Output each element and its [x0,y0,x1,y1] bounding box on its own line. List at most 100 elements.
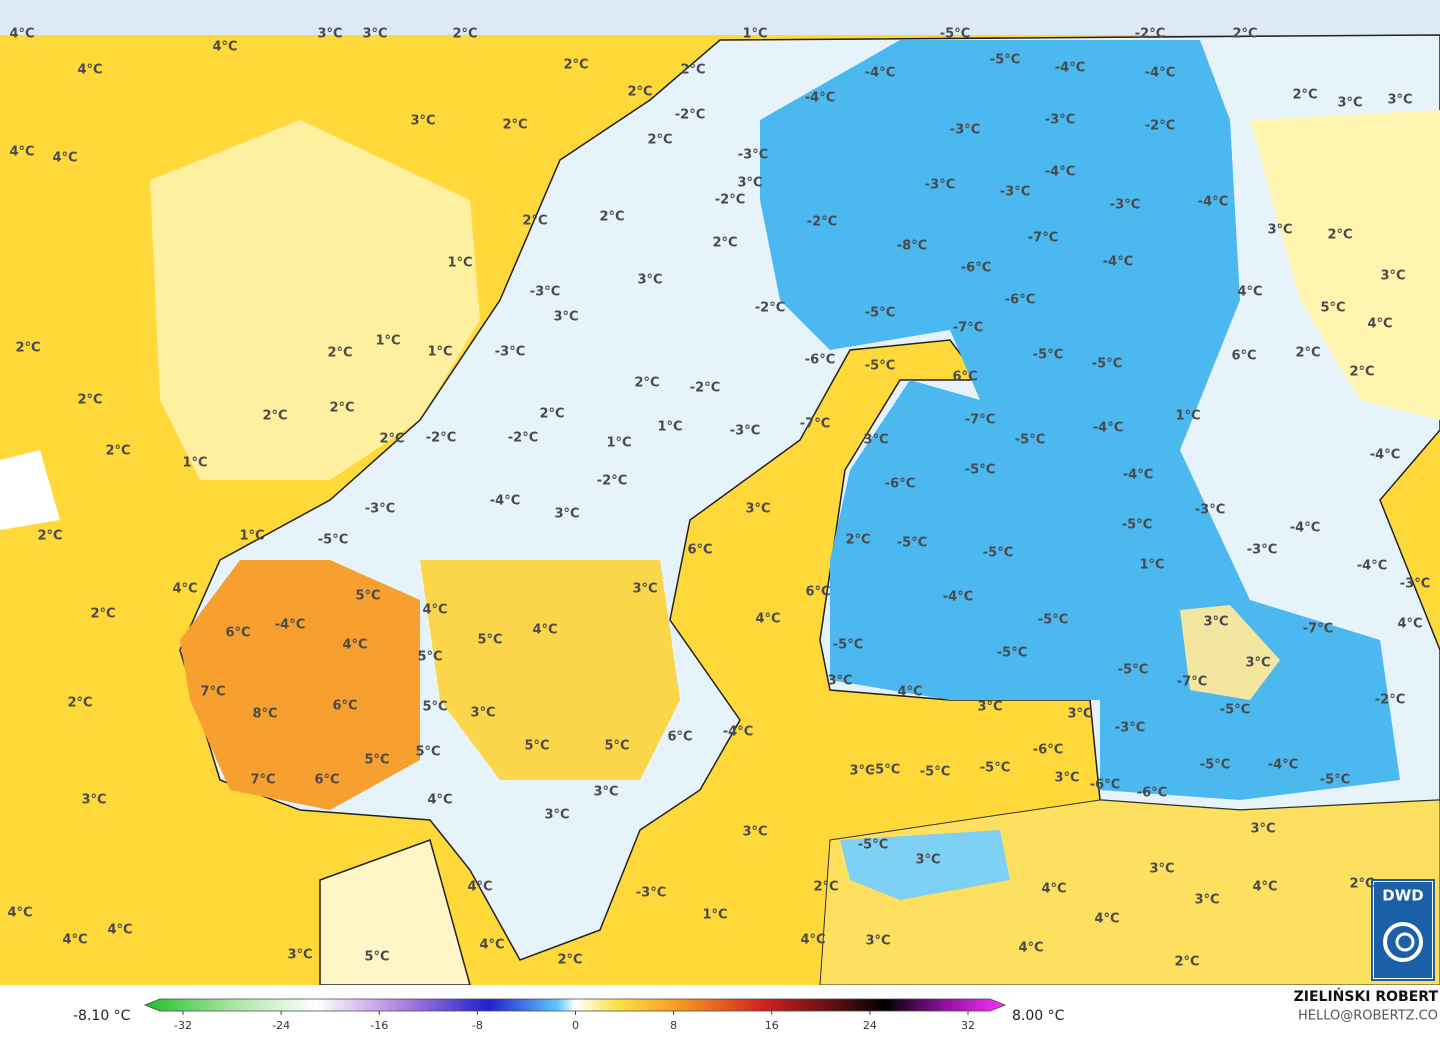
temp-label: 3°C [553,310,578,325]
temp-label: 1°C [1175,409,1200,424]
temp-label: 5°C [364,753,389,768]
credit-author: ZIELIŃSKI ROBERT [1294,987,1439,1005]
logo-text: DWD [1382,887,1423,905]
temp-label: -5°C [1118,663,1148,678]
temp-label: 2°C [90,607,115,622]
temp-label: 3°C [1149,862,1174,877]
warm-land [180,560,420,810]
temp-label: 3°C [632,582,657,597]
temp-label: 3°C [1267,223,1292,238]
temp-label: 2°C [539,407,564,422]
temp-label: -5°C [1320,773,1350,788]
temp-label: 6°C [225,626,250,641]
temp-label: 3°C [1387,93,1412,108]
temp-label: 4°C [1397,617,1422,632]
pale-sea [150,120,480,480]
temp-label: 6°C [952,370,977,385]
temp-label: -3°C [1110,198,1140,213]
legend-min: -8.10 °C [73,1008,131,1024]
temp-label: 2°C [1349,877,1374,892]
temp-label: 1°C [657,420,682,435]
cold-region [760,40,1400,800]
temp-label: -3°C [1195,503,1225,518]
temp-label: -5°C [1122,518,1152,533]
temp-label: 2°C [1292,88,1317,103]
temp-label: 4°C [1252,880,1277,895]
temp-label: 1°C [742,27,767,42]
temp-label: -2°C [755,301,785,316]
temp-label: 1°C [606,436,631,451]
temp-label: 3°C [1203,615,1228,630]
temp-label: -6°C [885,477,915,492]
temp-label: 5°C [1320,301,1345,316]
temp-label: -5°C [318,533,348,548]
temp-label: -7°C [965,413,995,428]
temp-label: 2°C [37,529,62,544]
temp-label: -5°C [870,763,900,778]
logo-swirl [1395,932,1415,952]
temp-label: 2°C [627,85,652,100]
temp-label: -3°C [1247,543,1277,558]
temp-label: 2°C [329,401,354,416]
temp-label: -5°C [983,546,1013,561]
temp-label: -2°C [426,431,456,446]
temp-label: -3°C [495,345,525,360]
logo: DWD [1371,879,1435,981]
temp-label: -4°C [1103,255,1133,270]
temp-label: 4°C [107,923,132,938]
temp-label: 4°C [755,612,780,627]
temp-label: -5°C [1033,348,1063,363]
temp-label: 2°C [813,880,838,895]
temp-label: 7°C [200,685,225,700]
temp-label: -4°C [723,725,753,740]
temp-label: 3°C [915,853,940,868]
temp-label: -4°C [1268,758,1298,773]
colorbar-tick-label: -8 [472,1019,483,1032]
pale-sea [0,450,60,530]
temp-label: -4°C [1123,468,1153,483]
temp-label: 1°C [427,345,452,360]
temp-label: 3°C [544,808,569,823]
temp-label: 3°C [827,674,852,689]
temp-label: 6°C [667,730,692,745]
temp-label: 4°C [532,623,557,638]
temp-label: 3°C [849,764,874,779]
temp-label: -2°C [1135,27,1165,42]
temp-label: -2°C [807,215,837,230]
temp-label: 2°C [67,696,92,711]
colorbar-tick-label: 32 [961,1019,975,1032]
temp-label: 3°C [1380,269,1405,284]
temp-label: 8°C [252,707,277,722]
temp-label: 5°C [417,650,442,665]
temp-label: -2°C [597,474,627,489]
temp-label: 2°C [452,27,477,42]
temp-label: -5°C [980,761,1010,776]
colorbar-tick-label: -16 [370,1019,388,1032]
temp-label: 4°C [1094,912,1119,927]
temp-label: -6°C [1005,293,1035,308]
temp-label: -4°C [1357,559,1387,574]
temp-label: -2°C [1375,693,1405,708]
temp-label: 2°C [15,341,40,356]
mild-region [1250,110,1440,420]
temp-label: -4°C [1290,521,1320,536]
temp-label: 2°C [522,214,547,229]
temp-label: -6°C [1090,778,1120,793]
temp-label: -3°C [1000,185,1030,200]
legend-max: 8.00 °C [1012,1008,1065,1024]
temp-label: -2°C [1145,119,1175,134]
temp-label: -7°C [1028,231,1058,246]
temp-label: 3°C [1337,96,1362,111]
temp-label: -4°C [943,590,973,605]
logo-swirl [1383,922,1423,962]
temp-label: 2°C [262,409,287,424]
temp-label: 6°C [314,773,339,788]
temp-label: -2°C [508,431,538,446]
temp-label: 4°C [52,151,77,166]
temp-label: -3°C [925,178,955,193]
temp-label: 3°C [637,273,662,288]
temp-label: 4°C [9,145,34,160]
temp-label: 4°C [212,40,237,55]
temp-label: -5°C [1220,703,1250,718]
